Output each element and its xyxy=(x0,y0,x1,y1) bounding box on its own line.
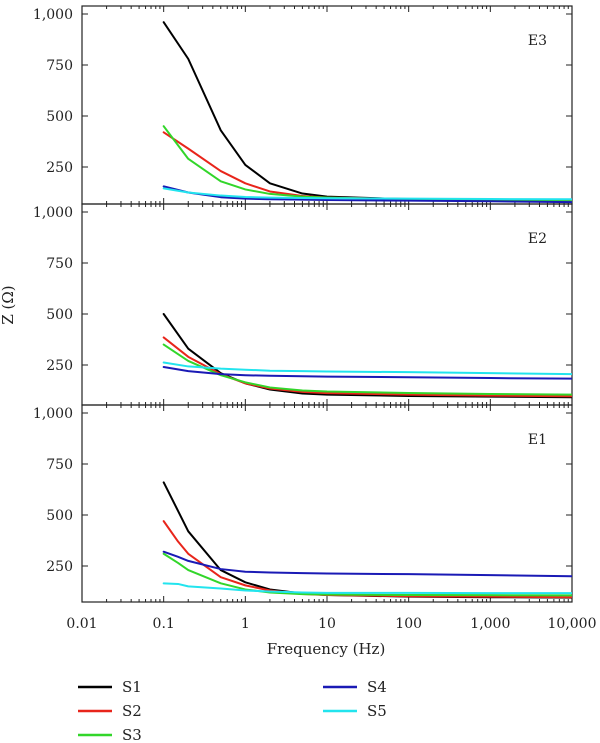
series-lines xyxy=(162,21,572,204)
panel-label: E1 xyxy=(528,432,547,448)
y-tick-label: 1,000 xyxy=(33,7,73,23)
legend-label: S3 xyxy=(122,726,142,743)
panel-e2: 250 500 750 1,000 E2 xyxy=(33,203,573,406)
series-line-s2 xyxy=(162,131,572,202)
series-line-s2 xyxy=(162,336,572,398)
legend-label: S1 xyxy=(122,678,142,696)
panel-label: E3 xyxy=(528,33,547,49)
y-tick-label: 500 xyxy=(46,508,73,524)
legend-item-s4: S4 xyxy=(323,678,387,696)
legend-label: S2 xyxy=(122,702,142,720)
y-tick-label: 1,000 xyxy=(33,205,73,221)
y-tick-label: 250 xyxy=(46,358,73,374)
legend-item-s1: S1 xyxy=(78,678,142,696)
legend-item-s5: S5 xyxy=(323,702,387,720)
series-line-s2 xyxy=(162,520,572,599)
panel-frame xyxy=(81,203,573,406)
x-axis-title: Frequency (Hz) xyxy=(267,640,386,658)
series-line-s1 xyxy=(162,21,572,203)
series-line-s3 xyxy=(162,552,572,597)
x-tick-label: 1 xyxy=(241,616,250,632)
series-line-s4 xyxy=(162,366,572,380)
y-tick-label: 250 xyxy=(46,160,73,176)
panel-frame xyxy=(81,5,573,205)
panel-frame xyxy=(81,404,573,603)
series-lines xyxy=(162,313,572,399)
panel-e3: 250 500 750 1,000 E3 xyxy=(33,5,573,205)
y-tick-label: 1,000 xyxy=(33,406,73,422)
x-tick-label: 10 xyxy=(318,616,336,632)
y-tick-label: 250 xyxy=(46,559,73,575)
panel-label: E2 xyxy=(528,231,547,247)
series-line-s5 xyxy=(162,582,572,595)
panels: 250 500 750 1,000 E3 250 500 750 1,000 E2 250 500 75… xyxy=(33,5,573,603)
x-tick-label: 1,000 xyxy=(470,616,510,632)
legend-label: S4 xyxy=(367,678,387,696)
x-tick-label: 100 xyxy=(395,616,422,632)
y-tick-label: 750 xyxy=(46,256,73,272)
legend-item-s2: S2 xyxy=(78,702,142,720)
series-line-s1 xyxy=(162,481,572,599)
x-axis-ticks: 0.01 0.1 1 10 100 1,000 10,000 xyxy=(66,616,596,632)
legend: S1 S2 S3 S4 S5 xyxy=(78,678,387,743)
series-line-s5 xyxy=(162,187,572,201)
y-tick-label: 500 xyxy=(46,307,73,323)
y-tick-label: 750 xyxy=(46,457,73,473)
series-line-s5 xyxy=(162,361,572,376)
series-line-s4 xyxy=(162,550,572,578)
y-axis-title: Z (Ω) xyxy=(0,285,17,324)
x-tick-label: 0.01 xyxy=(66,616,97,632)
y-tick-label: 750 xyxy=(46,58,73,74)
panel-e1: 250 500 750 1,000 E1 xyxy=(33,404,573,603)
y-tick-label: 500 xyxy=(46,109,73,125)
legend-item-s3: S3 xyxy=(78,726,142,743)
x-tick-label: 0.1 xyxy=(153,616,175,632)
series-lines xyxy=(162,481,572,599)
legend-label: S5 xyxy=(367,702,387,720)
series-line-s1 xyxy=(162,313,572,399)
x-tick-label: 10,000 xyxy=(548,616,597,632)
